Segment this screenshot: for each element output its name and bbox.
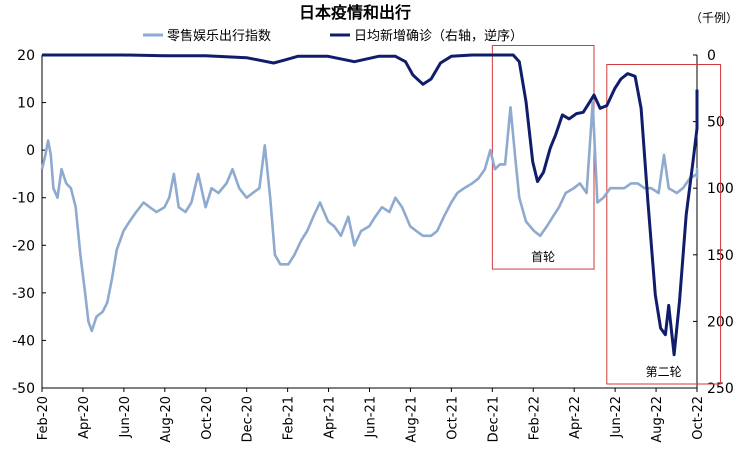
right-tick-label: 250 <box>707 381 734 397</box>
x-tick-label: Dec-21 <box>486 396 501 442</box>
annotation-box-2 <box>606 64 722 385</box>
x-tick-label: Feb-22 <box>527 396 542 440</box>
legend: 零售娱乐出行指数 日均新增确诊（右轴，逆序） <box>143 28 523 44</box>
annotation-label-1: 首轮 <box>531 250 555 264</box>
left-tick-label: -40 <box>12 333 35 349</box>
x-tick-label: Oct-21 <box>445 396 460 440</box>
legend-label-retail: 零售娱乐出行指数 <box>167 28 271 44</box>
x-tick-label: Apr-22 <box>568 396 583 439</box>
left-tick-label: -30 <box>12 286 35 302</box>
x-tick-label: Jun-21 <box>364 396 379 439</box>
right-tick-label: 0 <box>707 48 716 64</box>
annotation-box-1 <box>491 44 595 270</box>
x-tick-label: Aug-20 <box>159 396 174 443</box>
legend-label-cases: 日均新增确诊（右轴，逆序） <box>354 28 523 44</box>
right-axis-unit-label: （千例） <box>690 11 738 25</box>
right-tick-label: 50 <box>707 115 725 131</box>
left-tick-label: 0 <box>26 143 35 159</box>
x-tick-label: Jun-22 <box>609 396 624 439</box>
left-tick-label: -10 <box>12 191 35 207</box>
plot-layer: 20100-10-20-30-40-50050100150200250Feb-2… <box>12 44 734 443</box>
annotation-label-2: 第二轮 <box>646 365 682 379</box>
x-tick-label: Feb-21 <box>282 396 297 440</box>
x-tick-label: Feb-20 <box>36 396 51 440</box>
x-tick-label: Aug-21 <box>404 396 419 443</box>
left-tick-label: -50 <box>12 381 35 397</box>
chart-title: 日本疫情和出行 <box>299 3 411 22</box>
x-tick-label: Apr-20 <box>77 396 92 439</box>
left-tick-label: 20 <box>17 48 35 64</box>
x-tick-label: Oct-22 <box>691 396 706 440</box>
left-tick-label: 10 <box>17 96 35 112</box>
series-line-daily-cases <box>42 53 699 357</box>
x-tick-label: Oct-20 <box>200 396 215 440</box>
x-tick-label: Apr-21 <box>323 396 338 439</box>
series-line-retail-mobility <box>40 101 699 333</box>
left-tick-label: -20 <box>12 238 35 254</box>
x-tick-label: Jun-20 <box>118 396 133 439</box>
x-tick-label: Aug-22 <box>650 396 665 443</box>
x-tick-label: Dec-20 <box>241 396 256 442</box>
